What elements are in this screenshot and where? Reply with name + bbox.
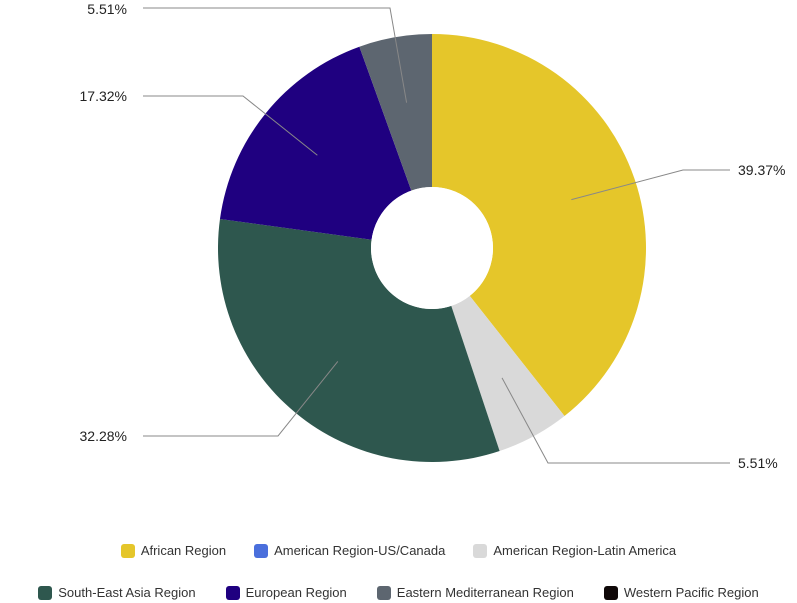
leader-line <box>501 377 730 464</box>
legend-item-african[interactable]: African Region <box>120 543 227 558</box>
legend-swatch <box>376 585 391 600</box>
slice-european-region[interactable] <box>219 46 412 240</box>
leader-line <box>143 95 318 156</box>
legend-label: African Region <box>140 543 227 558</box>
slice-african-region[interactable] <box>432 34 646 417</box>
legend-swatch <box>473 543 488 558</box>
legend-swatch <box>254 543 269 558</box>
legend-row-1: African Region American Region-US/Canada… <box>0 543 797 558</box>
percent-label: 5.51% <box>738 455 778 471</box>
legend-item-western-pacific[interactable]: Western Pacific Region <box>603 585 759 600</box>
donut-hole <box>371 187 493 309</box>
legend-swatch <box>225 585 240 600</box>
legend-row-2: South-East Asia Region European Region E… <box>0 585 797 600</box>
legend-item-american-us-canada[interactable]: American Region-US/Canada <box>254 543 445 558</box>
slice-american-region-latin-america[interactable] <box>451 295 565 452</box>
leader-line <box>143 7 408 103</box>
slice-south-east-asia-region[interactable] <box>217 218 500 462</box>
legend-swatch <box>38 585 53 600</box>
percent-label: 17.32% <box>80 88 127 104</box>
legend-label: Eastern Mediterranean Region <box>396 585 574 600</box>
legend-swatch <box>120 543 135 558</box>
legend-item-eastern-mediterranean[interactable]: Eastern Mediterranean Region <box>376 585 574 600</box>
leader-line <box>571 169 730 201</box>
legend-label: South-East Asia Region <box>58 585 196 600</box>
percent-label: 39.37% <box>738 162 785 178</box>
legend-label: American Region-Latin America <box>493 543 677 558</box>
legend-swatch <box>603 585 618 600</box>
slice-eastern-mediterranean-region[interactable] <box>359 34 432 191</box>
legend-label: European Region <box>245 585 347 600</box>
slices-group <box>217 34 646 462</box>
legend-label: Western Pacific Region <box>623 585 759 600</box>
legend-item-american-latin-america[interactable]: American Region-Latin America <box>473 543 676 558</box>
legend-item-south-east-asia[interactable]: South-East Asia Region <box>38 585 196 600</box>
legend-item-european[interactable]: European Region <box>225 585 347 600</box>
legend-label: American Region-US/Canada <box>274 543 446 558</box>
leader-lines-group <box>143 7 730 464</box>
percent-label: 32.28% <box>80 428 127 444</box>
percent-labels-group: 39.37% 5.51% 32.28% 17.32% 5.51% <box>80 1 786 471</box>
percent-label: 5.51% <box>87 1 127 17</box>
leader-line <box>143 361 339 437</box>
